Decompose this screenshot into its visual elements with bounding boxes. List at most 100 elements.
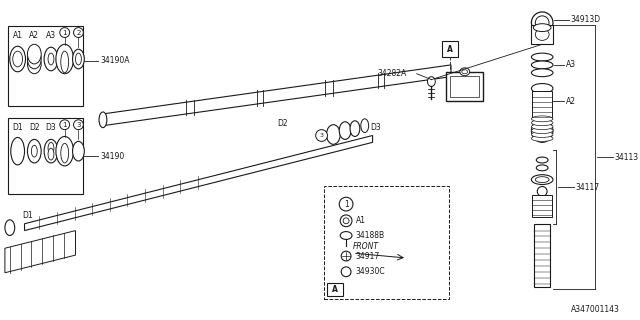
Circle shape (341, 251, 351, 261)
Circle shape (538, 187, 547, 196)
Ellipse shape (61, 143, 68, 163)
Ellipse shape (535, 177, 549, 182)
Ellipse shape (462, 70, 468, 74)
Ellipse shape (28, 54, 41, 74)
Ellipse shape (536, 165, 548, 171)
Ellipse shape (531, 175, 553, 185)
Circle shape (535, 16, 549, 30)
Text: 1: 1 (63, 122, 67, 128)
Text: A3: A3 (566, 60, 576, 69)
Text: 34190: 34190 (100, 152, 124, 161)
Bar (446, 72, 483, 101)
Ellipse shape (531, 116, 553, 122)
Ellipse shape (28, 44, 41, 64)
Ellipse shape (28, 49, 41, 69)
Ellipse shape (61, 51, 68, 73)
Ellipse shape (28, 140, 41, 163)
Ellipse shape (48, 142, 54, 154)
Text: A2: A2 (29, 31, 39, 40)
Ellipse shape (531, 53, 553, 61)
Text: 34930C: 34930C (356, 267, 385, 276)
Bar (534, 224, 550, 287)
Text: A: A (447, 45, 453, 54)
Bar (450, 76, 479, 97)
Text: 34917: 34917 (356, 252, 380, 260)
Polygon shape (5, 231, 76, 273)
Ellipse shape (536, 157, 548, 163)
Ellipse shape (531, 128, 553, 133)
Ellipse shape (44, 47, 58, 71)
Circle shape (340, 215, 352, 227)
Ellipse shape (531, 120, 553, 126)
Text: A3: A3 (46, 31, 56, 40)
Circle shape (60, 120, 70, 130)
Ellipse shape (48, 148, 54, 160)
Text: 2: 2 (76, 29, 81, 36)
Circle shape (74, 28, 83, 37)
Text: 34190A: 34190A (100, 56, 129, 66)
Bar (442, 41, 458, 57)
Ellipse shape (531, 84, 553, 93)
Text: A1: A1 (356, 216, 366, 225)
Text: D3: D3 (371, 123, 381, 132)
Ellipse shape (10, 46, 26, 72)
Text: 34282A: 34282A (378, 69, 407, 78)
Ellipse shape (531, 124, 553, 130)
Bar (531, 25, 553, 44)
Circle shape (316, 130, 328, 141)
Bar (328, 283, 343, 296)
Text: D1: D1 (12, 123, 23, 132)
Text: D2: D2 (29, 123, 40, 132)
Ellipse shape (99, 112, 107, 128)
Text: 1: 1 (344, 200, 348, 209)
Text: 34113: 34113 (615, 153, 639, 162)
Circle shape (531, 12, 553, 34)
Ellipse shape (533, 24, 551, 32)
Text: FRONT: FRONT (353, 242, 379, 251)
Bar (8, 118, 83, 194)
Text: D3: D3 (45, 123, 56, 132)
Ellipse shape (340, 232, 352, 239)
Text: 34117: 34117 (575, 183, 600, 192)
Text: A347001143: A347001143 (571, 305, 620, 314)
Bar (324, 187, 449, 299)
Text: D1: D1 (22, 212, 33, 220)
Text: A2: A2 (566, 97, 576, 106)
Circle shape (60, 28, 70, 37)
Ellipse shape (339, 122, 351, 140)
Ellipse shape (531, 135, 553, 141)
Ellipse shape (535, 28, 549, 40)
Text: 3: 3 (76, 122, 81, 128)
Circle shape (74, 120, 83, 130)
Circle shape (341, 267, 351, 277)
Text: A1: A1 (13, 31, 22, 40)
Ellipse shape (531, 119, 553, 142)
Ellipse shape (13, 51, 22, 67)
Text: D2: D2 (277, 119, 288, 128)
Bar (532, 92, 552, 119)
Ellipse shape (428, 77, 435, 86)
Ellipse shape (56, 44, 74, 74)
Ellipse shape (460, 68, 470, 76)
Polygon shape (103, 65, 451, 126)
Ellipse shape (531, 132, 553, 138)
Text: 34188B: 34188B (356, 231, 385, 240)
Ellipse shape (11, 138, 24, 165)
Text: 34913D: 34913D (571, 15, 601, 24)
Bar (532, 195, 552, 217)
Ellipse shape (531, 61, 553, 69)
Bar (8, 26, 83, 106)
Ellipse shape (76, 53, 81, 65)
Text: 3: 3 (319, 133, 324, 138)
Ellipse shape (350, 121, 360, 136)
Ellipse shape (361, 119, 369, 132)
Ellipse shape (326, 125, 340, 144)
Ellipse shape (48, 53, 54, 65)
Circle shape (339, 197, 353, 211)
Ellipse shape (44, 140, 58, 163)
Text: 1: 1 (63, 29, 67, 36)
Ellipse shape (531, 69, 553, 77)
Ellipse shape (72, 49, 84, 69)
Ellipse shape (31, 145, 37, 157)
Circle shape (343, 218, 349, 224)
